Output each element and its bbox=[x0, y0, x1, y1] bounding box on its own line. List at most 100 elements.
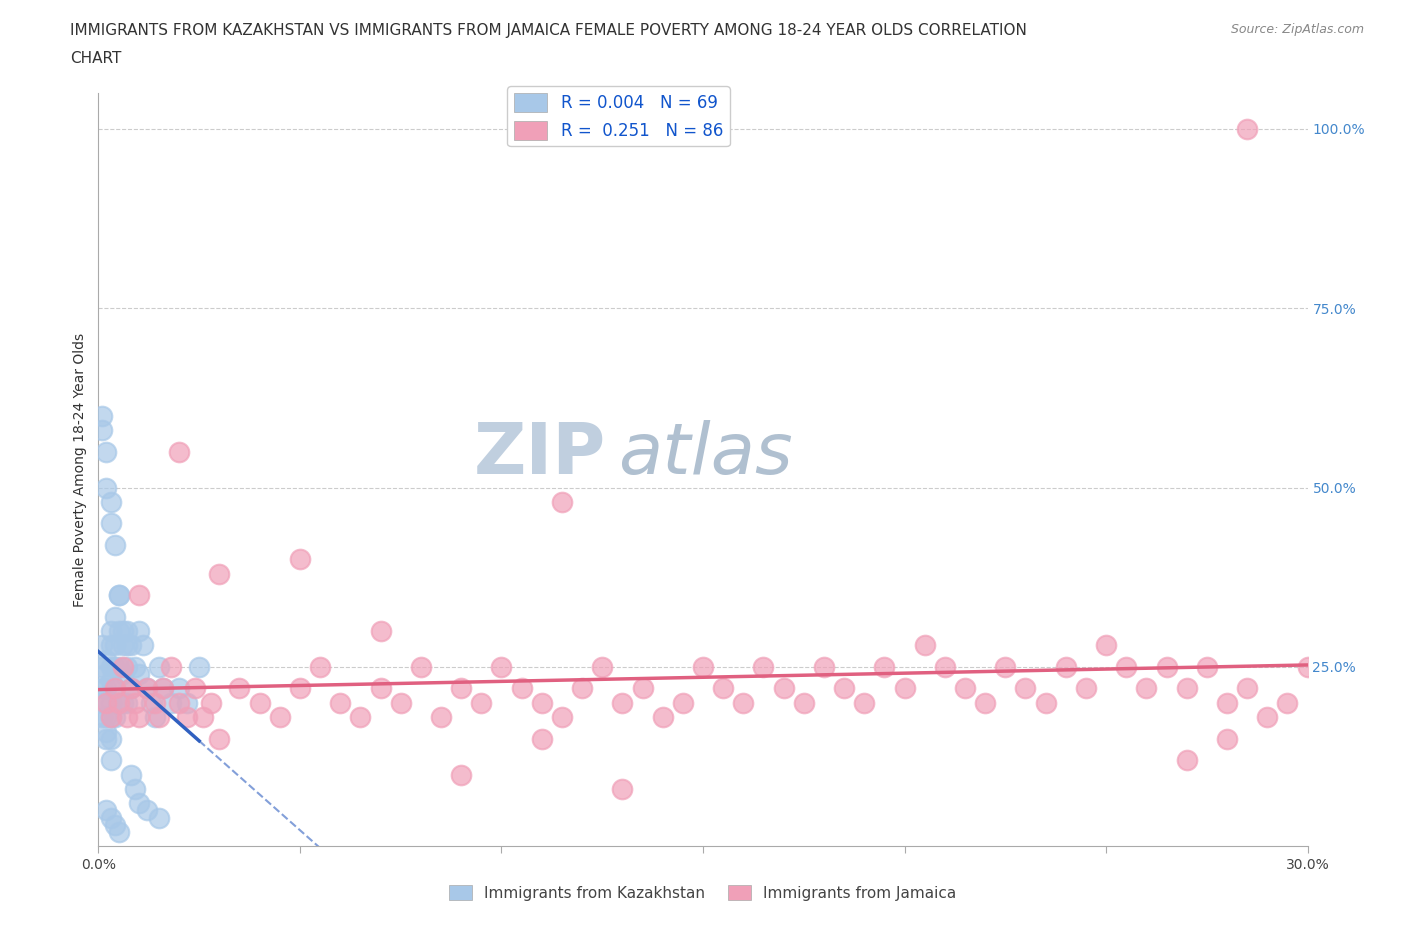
Point bbox=[124, 696, 146, 711]
Point bbox=[430, 710, 453, 724]
Point bbox=[96, 724, 118, 739]
Point bbox=[551, 495, 574, 510]
Point bbox=[103, 710, 125, 724]
Point bbox=[143, 710, 166, 724]
Point bbox=[450, 767, 472, 782]
Point bbox=[91, 710, 114, 724]
Legend: R = 0.004   N = 69, R =  0.251   N = 86: R = 0.004 N = 69, R = 0.251 N = 86 bbox=[508, 86, 730, 146]
Point bbox=[100, 624, 122, 639]
Point bbox=[370, 681, 392, 696]
Point bbox=[100, 495, 122, 510]
Point bbox=[571, 681, 593, 696]
Point bbox=[96, 696, 118, 711]
Point bbox=[1115, 659, 1137, 674]
Point bbox=[269, 710, 291, 724]
Point bbox=[1236, 122, 1258, 137]
Point bbox=[1054, 659, 1077, 674]
Point bbox=[1095, 638, 1118, 653]
Legend: Immigrants from Kazakhstan, Immigrants from Jamaica: Immigrants from Kazakhstan, Immigrants f… bbox=[443, 879, 963, 907]
Point bbox=[167, 696, 190, 711]
Point bbox=[115, 659, 138, 674]
Point bbox=[370, 624, 392, 639]
Point bbox=[208, 731, 231, 746]
Point bbox=[91, 638, 114, 653]
Point bbox=[111, 659, 134, 674]
Point bbox=[103, 681, 125, 696]
Point bbox=[793, 696, 815, 711]
Point bbox=[1236, 681, 1258, 696]
Point bbox=[132, 638, 155, 653]
Point bbox=[491, 659, 513, 674]
Point bbox=[100, 731, 122, 746]
Point bbox=[103, 681, 125, 696]
Point bbox=[470, 696, 492, 711]
Point bbox=[591, 659, 613, 674]
Point bbox=[96, 480, 118, 495]
Point bbox=[100, 659, 122, 674]
Point bbox=[128, 667, 150, 682]
Point bbox=[111, 667, 134, 682]
Point bbox=[96, 731, 118, 746]
Point bbox=[152, 681, 174, 696]
Y-axis label: Female Poverty Among 18-24 Year Olds: Female Poverty Among 18-24 Year Olds bbox=[73, 333, 87, 606]
Point bbox=[103, 609, 125, 624]
Point bbox=[96, 803, 118, 817]
Point bbox=[152, 681, 174, 696]
Point bbox=[96, 667, 118, 682]
Point bbox=[111, 624, 134, 639]
Text: ZIP: ZIP bbox=[474, 420, 606, 489]
Point bbox=[135, 803, 157, 817]
Point bbox=[115, 696, 138, 711]
Point bbox=[733, 696, 755, 711]
Text: Source: ZipAtlas.com: Source: ZipAtlas.com bbox=[1230, 23, 1364, 36]
Point bbox=[1216, 696, 1239, 711]
Point bbox=[530, 696, 553, 711]
Point bbox=[853, 696, 876, 711]
Point bbox=[184, 681, 207, 696]
Point bbox=[100, 810, 122, 825]
Point bbox=[128, 588, 150, 603]
Point bbox=[1074, 681, 1097, 696]
Point bbox=[115, 624, 138, 639]
Point bbox=[934, 659, 956, 674]
Point bbox=[752, 659, 775, 674]
Point bbox=[100, 710, 122, 724]
Point bbox=[228, 681, 250, 696]
Point bbox=[115, 638, 138, 653]
Point bbox=[103, 817, 125, 832]
Point bbox=[120, 767, 142, 782]
Point bbox=[107, 696, 129, 711]
Point bbox=[249, 696, 271, 711]
Point bbox=[1175, 681, 1198, 696]
Point bbox=[974, 696, 997, 711]
Point bbox=[914, 638, 936, 653]
Point bbox=[167, 681, 190, 696]
Point bbox=[128, 710, 150, 724]
Point bbox=[135, 681, 157, 696]
Point bbox=[1014, 681, 1036, 696]
Text: CHART: CHART bbox=[70, 51, 122, 66]
Point bbox=[631, 681, 654, 696]
Point bbox=[612, 696, 634, 711]
Point bbox=[111, 696, 134, 711]
Point bbox=[100, 710, 122, 724]
Point bbox=[107, 624, 129, 639]
Point bbox=[208, 566, 231, 581]
Point bbox=[148, 659, 170, 674]
Point bbox=[994, 659, 1017, 674]
Point bbox=[107, 588, 129, 603]
Point bbox=[148, 810, 170, 825]
Point bbox=[135, 681, 157, 696]
Point bbox=[193, 710, 215, 724]
Point bbox=[100, 696, 122, 711]
Point bbox=[612, 781, 634, 796]
Point bbox=[450, 681, 472, 696]
Point bbox=[772, 681, 794, 696]
Point bbox=[813, 659, 835, 674]
Point bbox=[107, 825, 129, 840]
Point bbox=[124, 659, 146, 674]
Point bbox=[409, 659, 432, 674]
Point bbox=[176, 696, 198, 711]
Point bbox=[96, 681, 118, 696]
Point bbox=[103, 638, 125, 653]
